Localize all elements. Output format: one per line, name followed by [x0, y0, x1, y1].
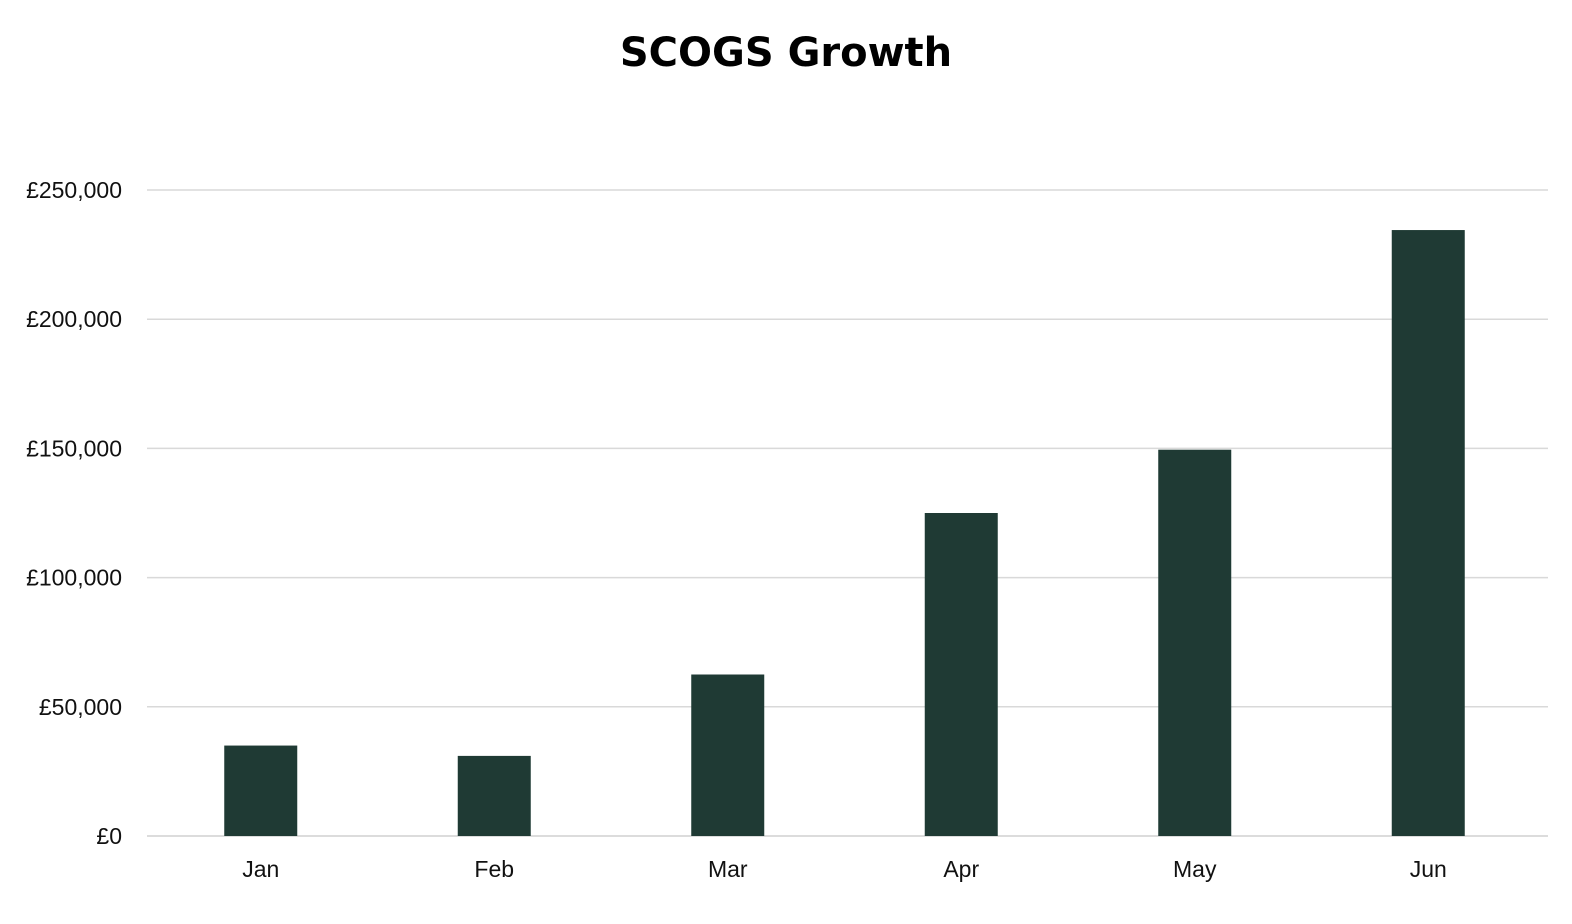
gridlines — [147, 189, 1548, 837]
y-tick-label: £0 — [96, 823, 122, 849]
x-tick-label: May — [1173, 856, 1217, 882]
y-axis-ticks: £0 £50,000 £100,000 £150,000 £200,000 £250,00… — [26, 177, 122, 849]
bars — [224, 230, 1465, 836]
x-tick-label: Jan — [242, 856, 279, 882]
x-axis-ticks: Jan Feb Mar Apr May Jun — [242, 856, 1447, 882]
y-tick-label: £200,000 — [26, 306, 122, 332]
x-tick-label: Mar — [708, 856, 748, 882]
y-tick-label: £100,000 — [26, 565, 122, 591]
x-tick-label: Apr — [943, 856, 979, 882]
bar-mar — [691, 674, 765, 836]
y-tick-label: £250,000 — [26, 177, 122, 203]
x-tick-label: Feb — [474, 856, 514, 882]
bar-feb — [457, 755, 531, 836]
x-tick-label: Jun — [1410, 856, 1447, 882]
bar-may — [1158, 449, 1232, 836]
bar-apr — [924, 513, 998, 836]
bar-jan — [224, 745, 298, 836]
bar-jun — [1391, 230, 1465, 836]
y-tick-label: £50,000 — [39, 694, 122, 720]
chart-title: SCOGS Growth — [619, 30, 953, 76]
y-tick-label: £150,000 — [26, 435, 122, 461]
